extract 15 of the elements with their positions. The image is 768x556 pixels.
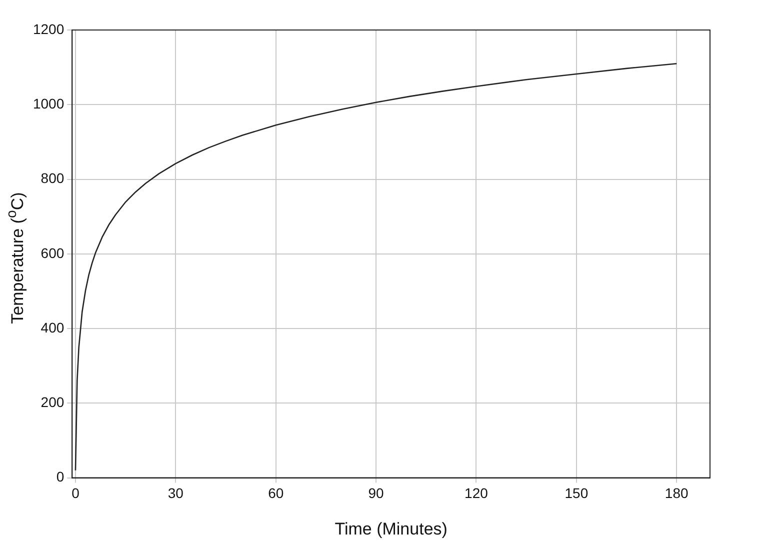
y-tick-label: 1000 (32, 95, 64, 112)
x-tick-label: 0 (72, 485, 80, 502)
y-tick-label: 0 (56, 468, 64, 485)
y-tick-label: 200 (40, 394, 64, 410)
x-tick-label: 180 (664, 485, 688, 502)
x-tick-label: 120 (464, 485, 488, 502)
x-axis-title: Time (Minutes) (334, 519, 448, 538)
y-tick-label: 800 (40, 170, 64, 186)
y-tick-label: 1200 (32, 20, 64, 37)
x-tick-label: 150 (564, 485, 588, 502)
x-tick-label: 90 (368, 485, 384, 502)
x-tick-label: 60 (268, 485, 284, 502)
y-tick-label: 600 (40, 244, 64, 261)
x-tick-label: 30 (168, 485, 184, 502)
y-tick-label: 400 (40, 319, 64, 336)
